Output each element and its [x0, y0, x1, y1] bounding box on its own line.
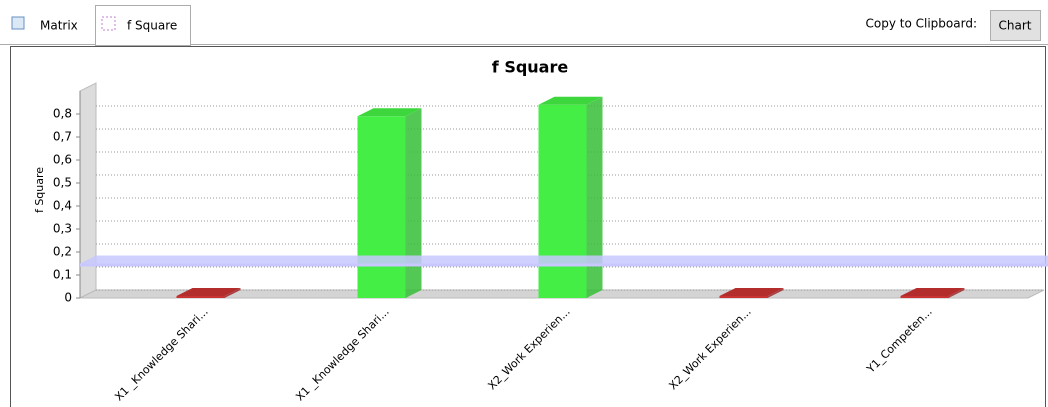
bar-side [224, 288, 241, 298]
chart-title: f Square [492, 58, 569, 77]
chart-button[interactable] [990, 10, 1041, 41]
bar-front [357, 116, 406, 298]
y-tick-label: 0,6 [53, 153, 72, 167]
y-tick-label: 0,5 [53, 176, 72, 190]
tab[interactable]: Matrix [40, 19, 78, 33]
bar-side [948, 288, 965, 298]
y-axis-label: f Square [33, 167, 46, 213]
y-tick-label: 0 [64, 291, 72, 305]
y-tick-label: 0,7 [53, 130, 72, 144]
bar-side [586, 96, 603, 298]
bar-top [357, 108, 422, 117]
y-tick-label: 0,1 [53, 268, 72, 282]
button-label[interactable]: Chart [999, 19, 1032, 33]
y-tick-label: 0,2 [53, 245, 72, 259]
bar-top [719, 288, 784, 296]
matrix-icon [11, 16, 25, 30]
tab[interactable]: f Square [127, 19, 177, 33]
bar-top [176, 288, 241, 296]
bar-side [767, 288, 784, 298]
y-tick-label: 0,8 [53, 107, 72, 121]
reference-band [80, 255, 1048, 264]
bar-side [405, 108, 422, 298]
bar-front [719, 296, 768, 298]
y-tick-label: 0,3 [53, 222, 72, 236]
reference-band-front [80, 263, 1048, 267]
bar-front [900, 296, 949, 298]
bar-top [538, 96, 603, 105]
bar-top [900, 288, 965, 296]
tab-selected[interactable] [95, 5, 191, 46]
fsquare-icon [101, 16, 116, 31]
y-tick-label: 0,4 [53, 199, 72, 213]
toolbar-label: Copy to Clipboard: [866, 17, 977, 31]
chart-frame [10, 46, 1046, 407]
bar-front [538, 104, 587, 298]
bar-front [176, 296, 225, 298]
